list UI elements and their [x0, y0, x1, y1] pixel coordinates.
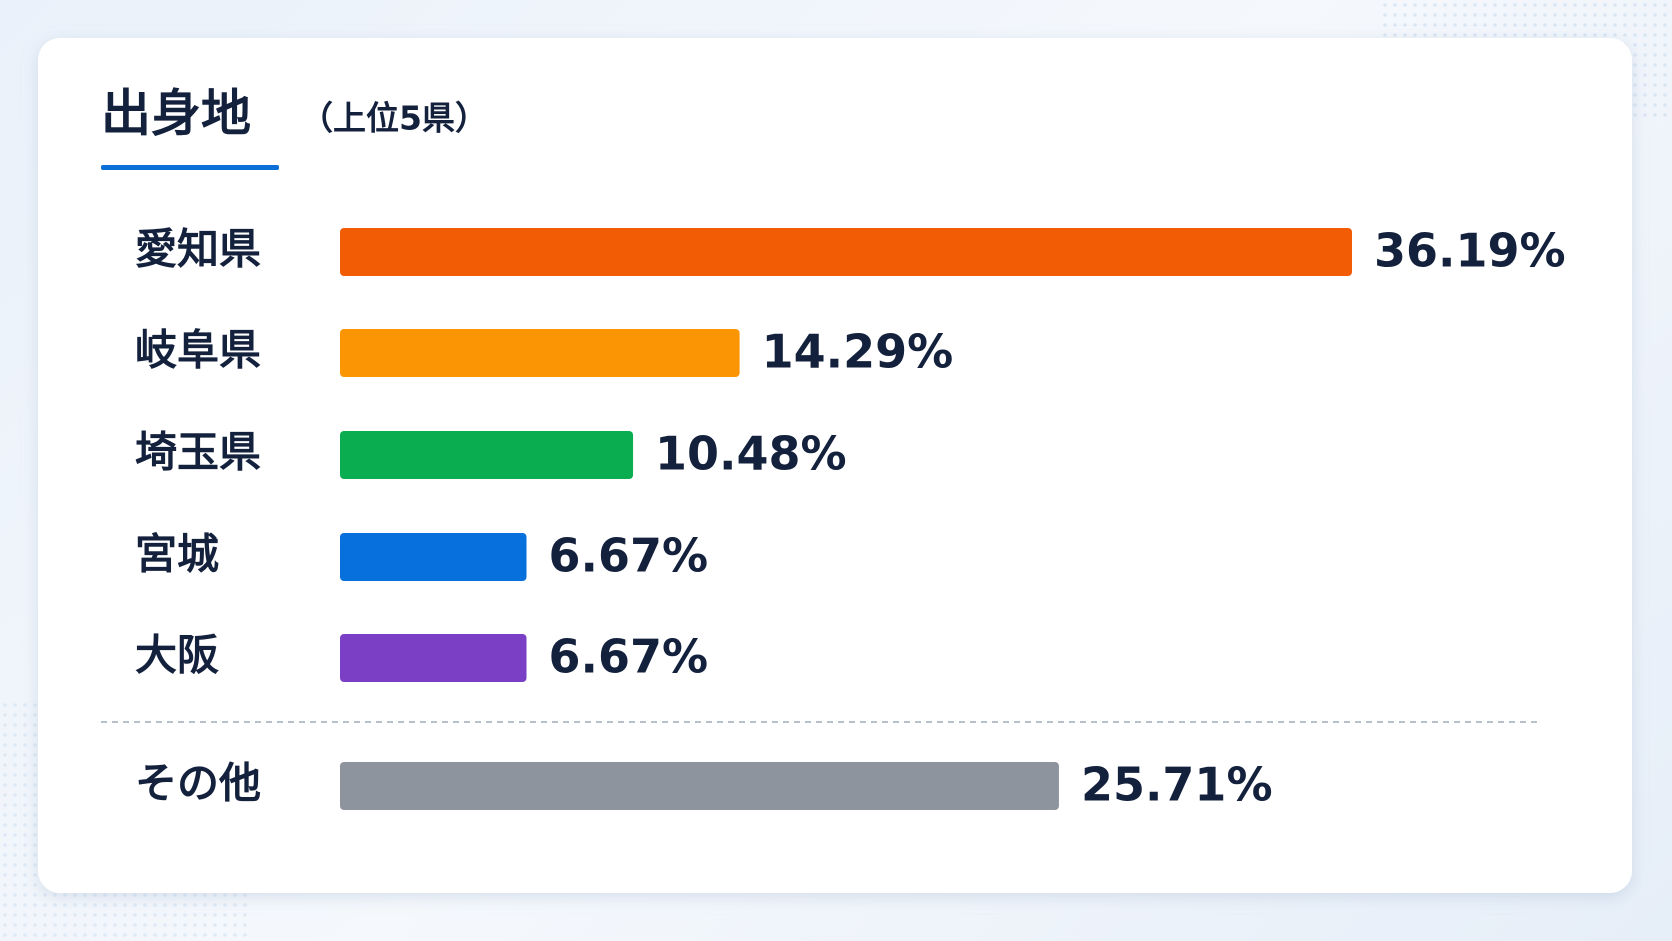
bar [340, 329, 740, 377]
bar [340, 228, 1352, 276]
value-label: 14.29% [762, 325, 954, 379]
value-label: 6.67% [549, 630, 709, 684]
category-label: 宮城 [135, 530, 219, 579]
chart-subtitle: （上位5県） [300, 99, 488, 138]
value-label: 6.67% [549, 529, 709, 583]
value-label: 25.71% [1081, 758, 1273, 812]
bar [340, 431, 634, 479]
value-label: 10.48% [655, 427, 847, 481]
bar [340, 762, 1059, 810]
title-underline [101, 165, 279, 170]
category-label: 岐阜県 [135, 326, 261, 375]
category-label: 大阪 [135, 631, 219, 680]
category-label: 愛知県 [135, 225, 261, 274]
chart-title: 出身地 [101, 85, 251, 143]
category-label: 埼玉県 [135, 428, 261, 477]
value-label: 36.19% [1374, 224, 1566, 278]
bar [340, 634, 527, 682]
bar [340, 533, 527, 581]
category-label: その他 [135, 759, 261, 808]
